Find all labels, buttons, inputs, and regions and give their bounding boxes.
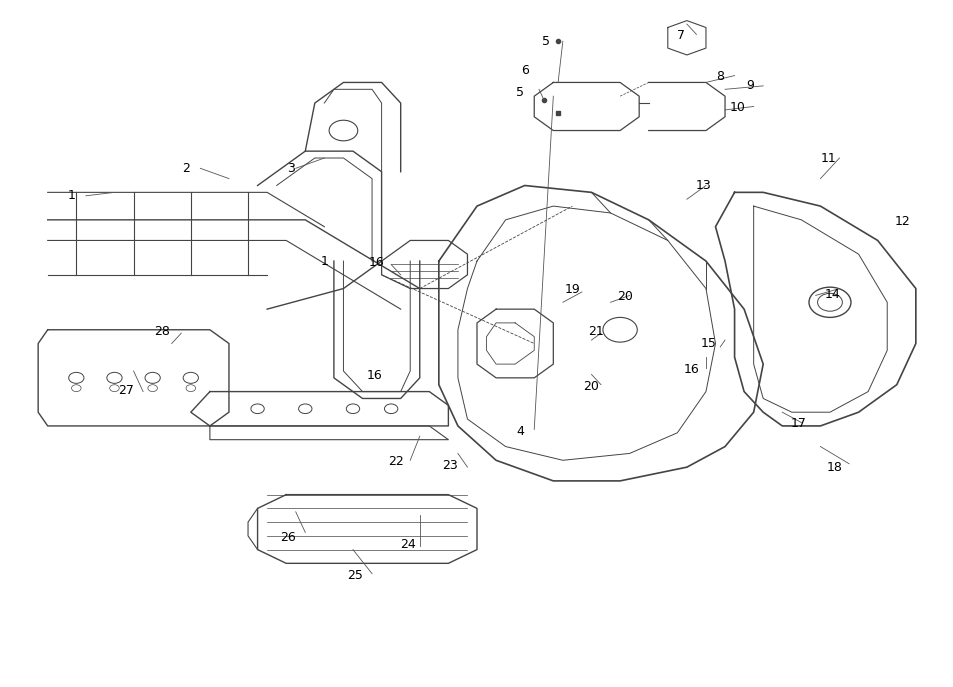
Text: 13: 13 (695, 179, 710, 192)
Text: 17: 17 (790, 418, 805, 430)
Text: 1: 1 (68, 190, 75, 202)
Text: 24: 24 (400, 538, 416, 550)
Text: 3: 3 (287, 162, 294, 174)
Text: 1: 1 (320, 255, 328, 267)
Text: 14: 14 (824, 288, 840, 300)
Text: 5: 5 (516, 87, 523, 99)
Text: 15: 15 (700, 337, 716, 350)
Text: 6: 6 (520, 64, 528, 76)
Text: 9: 9 (745, 79, 753, 91)
Text: 27: 27 (118, 384, 133, 396)
Text: 18: 18 (826, 461, 841, 473)
Text: 20: 20 (583, 380, 598, 392)
Text: 28: 28 (154, 325, 170, 337)
Text: 19: 19 (564, 284, 579, 296)
Text: 16: 16 (367, 370, 382, 382)
Text: 12: 12 (894, 215, 909, 227)
Text: 8: 8 (716, 71, 723, 83)
Text: 20: 20 (617, 291, 632, 303)
Text: 25: 25 (347, 570, 362, 582)
Text: 26: 26 (280, 531, 295, 543)
Text: 16: 16 (369, 256, 384, 269)
Text: 2: 2 (182, 162, 190, 174)
Text: 22: 22 (388, 455, 403, 468)
Text: 21: 21 (588, 325, 603, 337)
Text: 4: 4 (516, 425, 523, 438)
Text: 5: 5 (541, 35, 549, 47)
Text: 10: 10 (729, 101, 744, 113)
Text: 16: 16 (683, 363, 699, 376)
Text: 7: 7 (677, 30, 684, 42)
Text: 11: 11 (820, 152, 835, 164)
Text: 23: 23 (442, 460, 457, 472)
